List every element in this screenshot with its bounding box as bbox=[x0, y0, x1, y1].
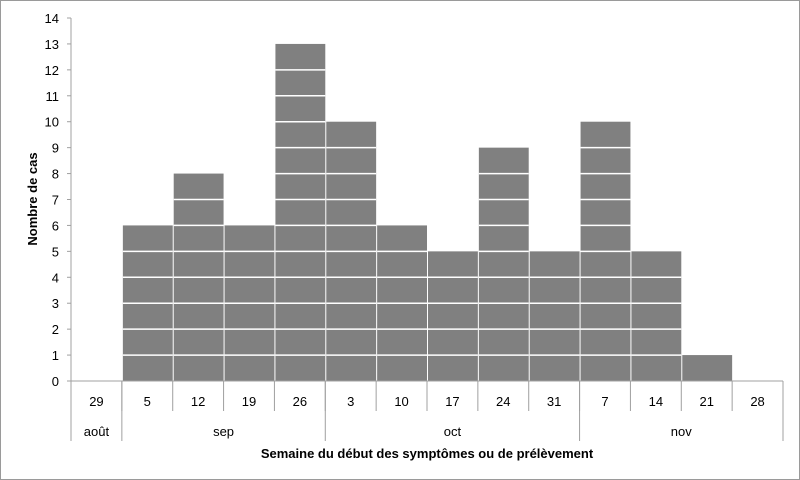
y-tick-label: 0 bbox=[52, 374, 59, 389]
y-tick-label: 8 bbox=[52, 167, 59, 182]
y-tick-label: 10 bbox=[45, 115, 59, 130]
month-label: sep bbox=[213, 424, 234, 439]
x-tick-label: 31 bbox=[547, 394, 561, 409]
x-tick-label: 7 bbox=[601, 394, 608, 409]
bar-14 bbox=[631, 251, 682, 381]
y-tick-label: 12 bbox=[45, 63, 59, 78]
y-tick-label: 1 bbox=[52, 348, 59, 363]
bar-31 bbox=[529, 251, 580, 381]
y-axis-title: Nombre de cas bbox=[25, 152, 40, 245]
y-tick-label: 2 bbox=[52, 322, 59, 337]
bar-24 bbox=[478, 147, 529, 381]
bar-21 bbox=[682, 355, 733, 381]
x-tick-label: 3 bbox=[347, 394, 354, 409]
y-tick-label: 3 bbox=[52, 296, 59, 311]
y-tick-label: 4 bbox=[52, 270, 59, 285]
x-tick-label: 29 bbox=[89, 394, 103, 409]
y-tick-label: 11 bbox=[46, 89, 60, 104]
x-tick-label: 5 bbox=[144, 394, 151, 409]
month-label: août bbox=[84, 424, 110, 439]
x-tick-label: 12 bbox=[191, 394, 205, 409]
x-tick-label: 17 bbox=[445, 394, 459, 409]
x-tick-label: 24 bbox=[496, 394, 510, 409]
y-tick-label: 6 bbox=[52, 218, 59, 233]
bar-26 bbox=[275, 43, 326, 382]
x-tick-label: 10 bbox=[394, 394, 408, 409]
x-tick-label: 19 bbox=[242, 394, 256, 409]
month-label: nov bbox=[671, 424, 692, 439]
y-tick-label: 9 bbox=[52, 141, 59, 156]
bar-17 bbox=[428, 251, 478, 381]
month-label: oct bbox=[444, 424, 462, 439]
x-axis-title: Semaine du début des symptômes ou de pré… bbox=[261, 446, 594, 461]
y-tick-label: 14 bbox=[45, 11, 59, 26]
y-tick-label: 5 bbox=[52, 244, 59, 259]
x-tick-label: 14 bbox=[649, 394, 663, 409]
y-tick-label: 13 bbox=[45, 37, 59, 52]
y-tick-label: 7 bbox=[52, 193, 59, 208]
x-tick-label: 21 bbox=[699, 394, 713, 409]
x-tick-label: 28 bbox=[750, 394, 764, 409]
x-tick-label: 26 bbox=[293, 394, 307, 409]
